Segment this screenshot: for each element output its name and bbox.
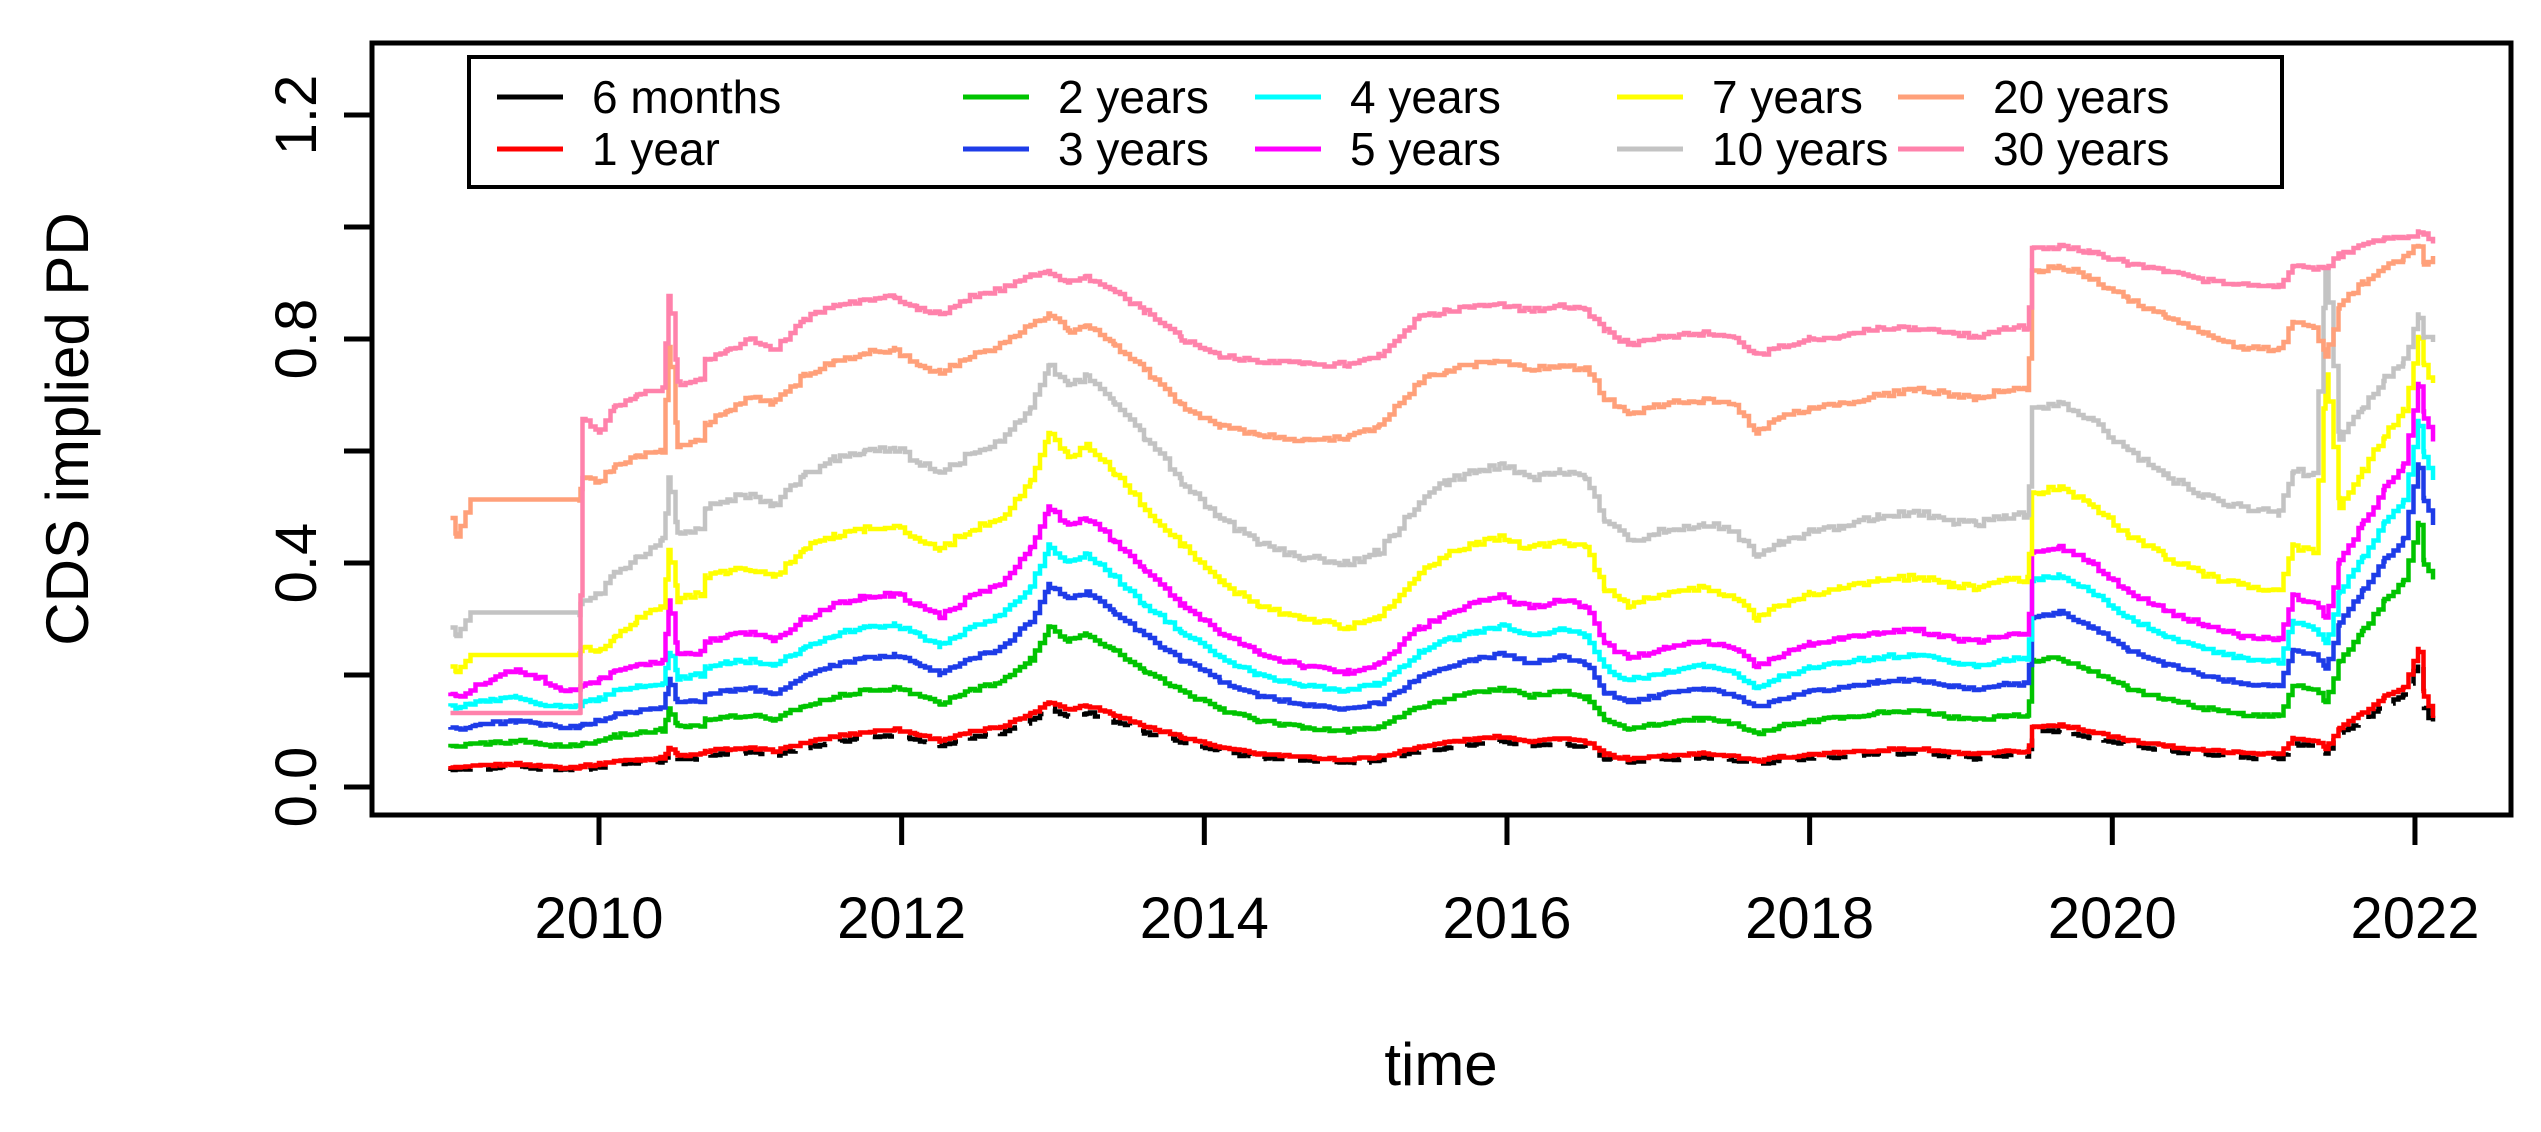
series-line-1-year	[448, 646, 2436, 771]
legend	[467, 55, 2284, 189]
x-tick-label: 2018	[1745, 886, 1874, 951]
legend-label-6-months: 6 months	[592, 71, 781, 123]
series-line-2-years	[448, 520, 2436, 749]
y-tick-label: 0.0	[264, 747, 329, 828]
plot-frame	[369, 40, 2514, 818]
legend-label-1-year: 1 year	[592, 123, 720, 175]
x-tick-label: 2012	[837, 886, 966, 951]
legend-label-4-years: 4 years	[1350, 71, 1501, 123]
x-axis-title: time	[1384, 1031, 1497, 1098]
x-tick-label: 2014	[1140, 886, 1269, 951]
series-line-4-years	[448, 418, 2436, 711]
y-tick-label: 0.8	[264, 299, 329, 380]
y-axis-title: CDS implied PD	[34, 212, 101, 645]
x-tick-label: 2016	[1442, 886, 1571, 951]
legend-label-20-years: 20 years	[1993, 71, 2169, 123]
series-line-20-years	[450, 243, 2436, 539]
series-line-3-years	[448, 462, 2436, 732]
series-line-5-years	[448, 381, 2436, 699]
series-line-6-months	[448, 658, 2436, 773]
legend-label-30-years: 30 years	[1993, 123, 2169, 175]
legend-label-7-years: 7 years	[1712, 71, 1863, 123]
legend-label-3-years: 3 years	[1058, 123, 1209, 175]
legend-label-2-years: 2 years	[1058, 71, 1209, 123]
series-line-10-years	[450, 265, 2436, 639]
x-tick-label: 2020	[2048, 886, 2177, 951]
y-tick-label: 0.4	[264, 523, 329, 604]
series-line-30-years	[450, 229, 2436, 716]
x-tick-label: 2022	[2350, 886, 2479, 951]
y-tick-label: 1.2	[264, 75, 329, 156]
series-line-7-years	[450, 334, 2436, 675]
legend-label-5-years: 5 years	[1350, 123, 1501, 175]
legend-label-10-years: 10 years	[1712, 123, 1888, 175]
x-tick-label: 2010	[534, 886, 663, 951]
